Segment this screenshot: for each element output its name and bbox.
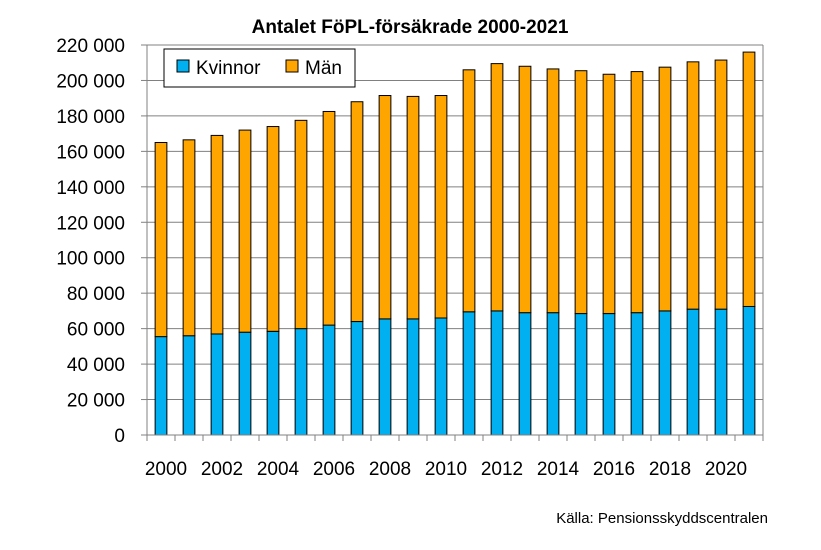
y-tick-label: 100 000 <box>56 249 125 270</box>
bar-kvinnor-2017 <box>630 312 644 436</box>
bar-män-2005 <box>294 119 308 330</box>
bar-kvinnor-2007 <box>350 321 364 436</box>
bar-män-2006 <box>322 110 336 326</box>
bar-män-2021 <box>742 51 756 307</box>
bar-män-2016 <box>602 73 616 315</box>
bar-män-2015 <box>574 70 588 315</box>
bar-män-2017 <box>630 71 644 314</box>
bar-kvinnor-2013 <box>518 312 532 436</box>
y-tick-label: 0 <box>114 426 125 447</box>
x-tick-label: 2004 <box>257 459 300 480</box>
x-tick-label: 2008 <box>369 459 411 480</box>
y-tick-label: 180 000 <box>56 107 125 128</box>
x-tick-label: 2018 <box>649 459 691 480</box>
bar-män-2001 <box>182 139 196 337</box>
bar-kvinnor-2005 <box>294 328 308 436</box>
bar-kvinnor-2006 <box>322 324 336 436</box>
legend: Kvinnor Män <box>163 48 356 88</box>
bar-män-2020 <box>714 59 728 310</box>
source-note: Källa: Pensionsskyddscentralen <box>556 510 768 527</box>
bar-män-2002 <box>210 134 224 335</box>
bar-män-2010 <box>434 95 448 319</box>
x-tick-label: 2020 <box>705 459 747 480</box>
bar-män-2014 <box>546 68 560 314</box>
y-tick-label: 200 000 <box>56 71 125 92</box>
bar-kvinnor-2002 <box>210 333 224 436</box>
x-tick-label: 2014 <box>537 459 580 480</box>
x-tick-labels: 2000 2002 2004 2006 2008 2010 2012 2014 2016 2018… <box>145 459 747 480</box>
x-tick-label: 2000 <box>145 459 187 480</box>
bar-kvinnor-2001 <box>182 335 196 436</box>
bar-män-2012 <box>490 63 504 312</box>
y-tick-labels: 0 20 000 40 000 60 000 80 000 100 000 120 000 1… <box>56 36 125 447</box>
bar-kvinnor-2015 <box>574 313 588 436</box>
y-tick-label: 160 000 <box>56 142 125 163</box>
y-tick-label: 80 000 <box>67 284 125 305</box>
bar-kvinnor-2011 <box>462 311 476 436</box>
bar-kvinnor-2004 <box>266 330 280 436</box>
bar-kvinnor-2018 <box>658 310 672 436</box>
bars <box>154 51 756 436</box>
x-tick-label: 2010 <box>425 459 467 480</box>
bar-män-2009 <box>406 95 420 320</box>
x-tick-label: 2012 <box>481 459 523 480</box>
bar-kvinnor-2003 <box>238 331 252 436</box>
bar-män-2019 <box>686 61 700 310</box>
bar-män-2003 <box>238 129 252 333</box>
y-tick-label: 220 000 <box>56 36 125 57</box>
legend-label-kvinnor: Kvinnor <box>196 58 261 79</box>
y-tick-label: 40 000 <box>67 355 125 376</box>
bar-män-2008 <box>378 95 392 320</box>
bar-kvinnor-2000 <box>154 336 168 436</box>
bar-kvinnor-2014 <box>546 312 560 436</box>
bar-män-2013 <box>518 65 532 314</box>
bar-kvinnor-2020 <box>714 308 728 436</box>
legend-swatch-kvinnor <box>176 59 190 73</box>
x-tick-label: 2006 <box>313 459 355 480</box>
x-tick-label: 2002 <box>201 459 243 480</box>
bar-kvinnor-2021 <box>742 305 756 436</box>
y-tick-label: 20 000 <box>67 391 125 412</box>
bar-män-2011 <box>462 69 476 313</box>
legend-box <box>163 48 356 88</box>
legend-label-män: Män <box>305 58 342 79</box>
legend-swatch-män <box>285 59 299 73</box>
bar-kvinnor-2008 <box>378 318 392 436</box>
bar-män-2007 <box>350 101 364 323</box>
bar-män-2004 <box>266 126 280 332</box>
bar-kvinnor-2009 <box>406 318 420 436</box>
bar-kvinnor-2016 <box>602 313 616 436</box>
bar-kvinnor-2012 <box>490 310 504 436</box>
bar-kvinnor-2019 <box>686 308 700 436</box>
y-tick-label: 120 000 <box>56 213 125 234</box>
bar-kvinnor-2010 <box>434 317 448 436</box>
bar-män-2000 <box>154 142 168 338</box>
chart-title: Antalet FöPL-försäkrade 2000-2021 <box>252 17 569 38</box>
x-tick-label: 2016 <box>593 459 635 480</box>
axes <box>141 44 764 441</box>
y-tick-label: 60 000 <box>67 320 125 341</box>
bar-män-2018 <box>658 66 672 312</box>
y-tick-label: 140 000 <box>56 178 125 199</box>
